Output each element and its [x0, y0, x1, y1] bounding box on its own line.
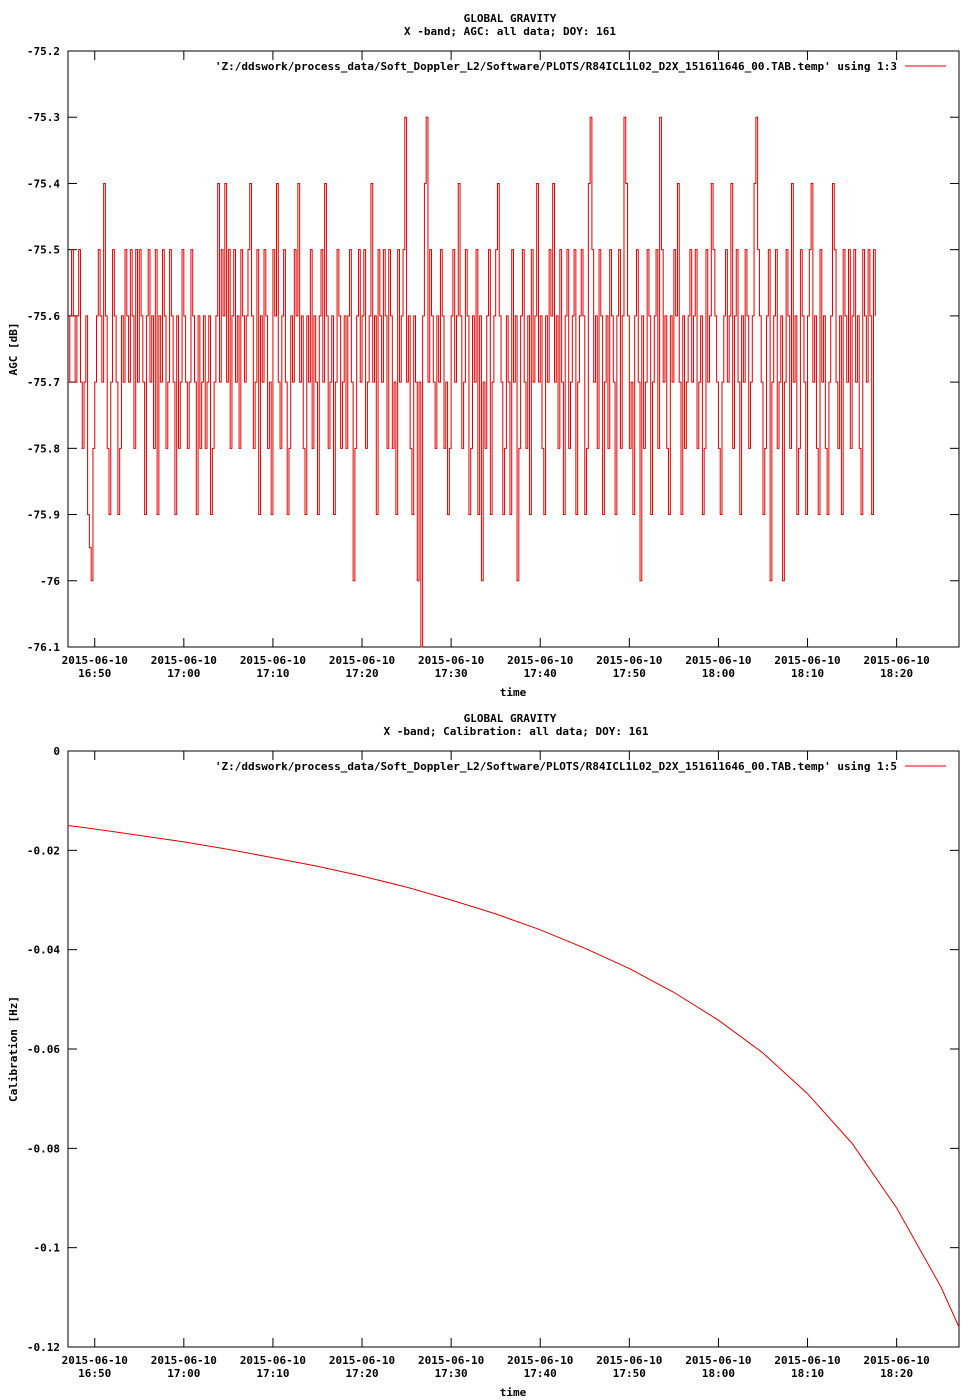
legend: 'Z:/ddswork/process_data/Soft_Doppler_L2…	[215, 60, 946, 73]
x-tick-date: 2015-06-10	[240, 654, 306, 667]
x-tick-date: 2015-06-10	[685, 654, 751, 667]
x-axis-label: time	[500, 1386, 527, 1399]
x-tick-time: 18:00	[702, 667, 735, 680]
plot-frame	[67, 750, 960, 1348]
agc-chart: GLOBAL GRAVITY X -band; AGC: all data; D…	[7, 12, 960, 699]
y-axis: -75.2 -75.3 -75.4 -75.5 -75.6 -75.7 -75.8 -75.9…	[27, 45, 959, 654]
x-tick-date: 2015-06-10	[329, 1354, 395, 1367]
y-tick-label: -0.08	[27, 1142, 60, 1155]
x-tick-time: 16:50	[78, 667, 111, 680]
x-tick-time: 18:00	[702, 1367, 735, 1380]
y-tick-label: 0	[53, 745, 60, 758]
y-tick-label: -0.12	[27, 1341, 60, 1354]
x-tick-time: 17:30	[435, 667, 468, 680]
plot-frame	[67, 50, 960, 648]
y-tick-label: -75.4	[27, 177, 60, 190]
x-tick-time: 18:10	[791, 1367, 824, 1380]
y-axis-label: Calibration [Hz]	[7, 996, 20, 1102]
y-tick-label: -75.3	[27, 111, 60, 124]
x-tick-time: 17:20	[345, 667, 378, 680]
x-tick-time: 17:30	[435, 1367, 468, 1380]
y-axis: 0 -0.02 -0.04 -0.06 -0.08 -0.1 -0.12	[27, 745, 959, 1354]
x-tick-date: 2015-06-10	[151, 654, 217, 667]
calibration-chart: GLOBAL GRAVITY X -band; Calibration: all…	[7, 712, 960, 1399]
x-tick-date: 2015-06-10	[418, 1354, 484, 1367]
x-tick-time: 17:40	[524, 1367, 557, 1380]
legend-label: 'Z:/ddswork/process_data/Soft_Doppler_L2…	[215, 760, 897, 773]
y-tick-label: -76	[40, 575, 60, 588]
y-tick-label: -0.04	[27, 944, 60, 957]
x-axis: 2015-06-1016:502015-06-1017:002015-06-10…	[62, 751, 930, 1380]
x-tick-date: 2015-06-10	[151, 1354, 217, 1367]
x-axis: 2015-06-1016:502015-06-1017:002015-06-10…	[62, 51, 930, 680]
x-tick-date: 2015-06-10	[774, 1354, 840, 1367]
y-tick-label: -75.7	[27, 376, 60, 389]
y-tick-label: -75.9	[27, 509, 60, 522]
x-axis-label: time	[500, 686, 527, 699]
x-tick-date: 2015-06-10	[864, 654, 930, 667]
x-tick-time: 18:20	[880, 667, 913, 680]
x-tick-date: 2015-06-10	[240, 1354, 306, 1367]
x-tick-date: 2015-06-10	[507, 1354, 573, 1367]
y-tick-label: -0.1	[34, 1242, 61, 1255]
x-tick-date: 2015-06-10	[774, 654, 840, 667]
x-tick-date: 2015-06-10	[685, 1354, 751, 1367]
x-tick-time: 17:00	[167, 667, 200, 680]
y-tick-label: -76.1	[27, 641, 60, 654]
legend-label: 'Z:/ddswork/process_data/Soft_Doppler_L2…	[215, 60, 897, 73]
x-tick-date: 2015-06-10	[596, 1354, 662, 1367]
x-tick-time: 17:50	[613, 1367, 646, 1380]
x-tick-time: 17:20	[345, 1367, 378, 1380]
y-tick-label: -75.2	[27, 45, 60, 58]
x-tick-date: 2015-06-10	[418, 654, 484, 667]
y-axis-label: AGC [dB]	[7, 323, 20, 376]
x-tick-time: 16:50	[78, 1367, 111, 1380]
x-tick-time: 18:20	[880, 1367, 913, 1380]
series-line	[67, 825, 960, 1328]
y-tick-label: -0.06	[27, 1043, 60, 1056]
x-tick-time: 17:50	[613, 667, 646, 680]
x-tick-date: 2015-06-10	[507, 654, 573, 667]
legend: 'Z:/ddswork/process_data/Soft_Doppler_L2…	[215, 760, 946, 773]
x-tick-time: 17:40	[524, 667, 557, 680]
x-tick-time: 17:10	[256, 1367, 289, 1380]
y-tick-label: -75.6	[27, 310, 60, 323]
chart-subtitle: X -band; AGC: all data; DOY: 161	[404, 25, 616, 38]
x-tick-date: 2015-06-10	[864, 1354, 930, 1367]
x-tick-date: 2015-06-10	[596, 654, 662, 667]
y-tick-label: -0.02	[27, 844, 60, 857]
chart-title: GLOBAL GRAVITY	[464, 712, 557, 725]
x-tick-date: 2015-06-10	[329, 654, 395, 667]
chart-subtitle: X -band; Calibration: all data; DOY: 161	[384, 725, 649, 738]
chart-title: GLOBAL GRAVITY	[464, 12, 557, 25]
x-tick-date: 2015-06-10	[62, 1354, 128, 1367]
x-tick-time: 18:10	[791, 667, 824, 680]
x-tick-time: 17:00	[167, 1367, 200, 1380]
x-tick-time: 17:10	[256, 667, 289, 680]
x-tick-date: 2015-06-10	[62, 654, 128, 667]
y-tick-label: -75.5	[27, 244, 60, 257]
series-line	[68, 116, 876, 648]
y-tick-label: -75.8	[27, 442, 60, 455]
